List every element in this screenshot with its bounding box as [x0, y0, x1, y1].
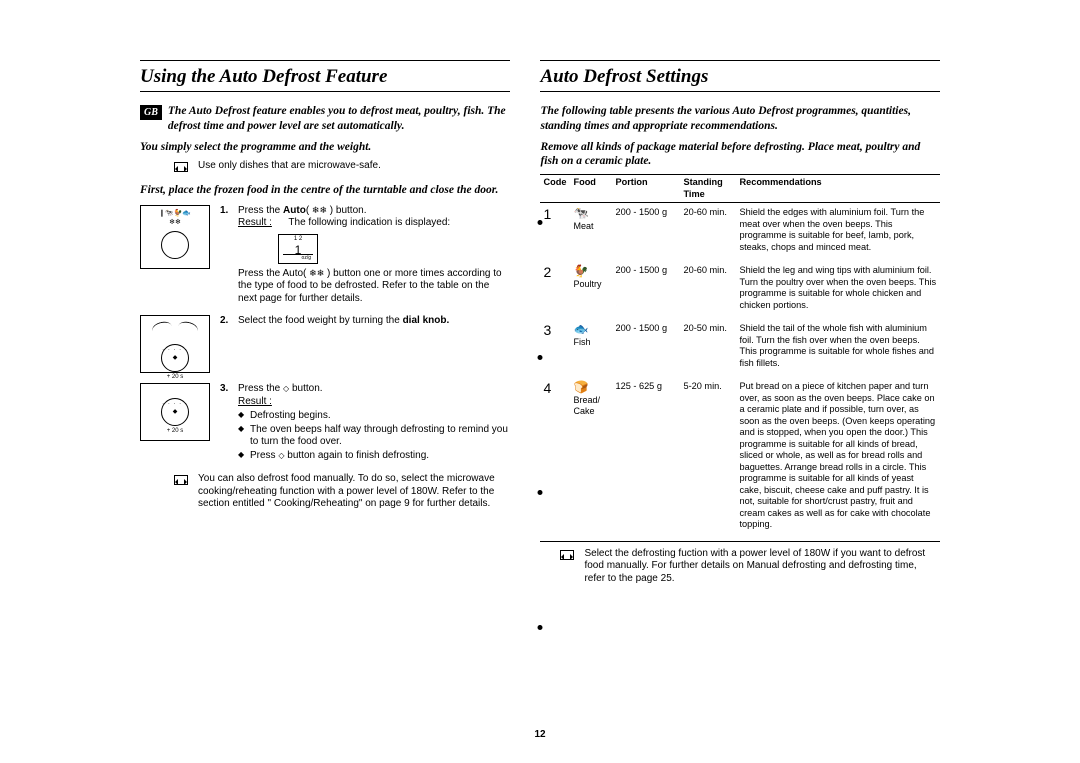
right-intro: The following table presents the various… — [540, 104, 940, 134]
result-label: Result : — [238, 217, 272, 228]
note-icon — [174, 162, 188, 172]
illus-1: ❙🐄🐓🐟❄❄ — [140, 205, 220, 306]
result-label-3: Result : — [238, 396, 272, 407]
disp-top: 1 2 — [279, 236, 317, 244]
th-standing: Standing Time — [680, 175, 736, 203]
t: button again to finish defrosting. — [285, 450, 430, 461]
step3-bullets: Defrosting begins. The oven beeps half w… — [238, 410, 510, 462]
th-portion: Portion — [612, 175, 680, 203]
table-header-row: Code Food Portion Standing Time Recommen… — [540, 175, 940, 203]
first-para: First, place the frozen food in the cent… — [140, 183, 510, 197]
table-row: 2 🐓 Poultry 200 - 1500 g 20-60 min. Shiel… — [540, 261, 940, 319]
bullet-3: Press ◇ button again to finish defrostin… — [238, 450, 510, 463]
fish-icon: 🐟 — [573, 323, 588, 335]
table-row: 1 🐄 Meat 200 - 1500 g 20-60 min. Shield t… — [540, 203, 940, 262]
t: Press the — [238, 205, 283, 216]
step-1-num: 1. — [220, 205, 238, 306]
table-row: 4 🍞 Bread/ Cake 125 - 625 g 5-20 min. Put… — [540, 377, 940, 539]
meat-icon: 🐄 — [573, 207, 588, 219]
bullet-1: Defrosting begins. — [238, 410, 510, 423]
result-text: The following indication is displayed: — [288, 217, 450, 228]
dial-label-2: + 20 s — [141, 428, 209, 436]
poultry-icon: 🐓 — [573, 265, 588, 277]
defrost-icon: ❄❄ — [309, 268, 324, 278]
portion: 125 - 625 g — [612, 377, 680, 539]
t: Select the food weight by turning the — [238, 315, 403, 326]
code-2: 2 — [543, 264, 551, 280]
code-4: 4 — [543, 380, 551, 396]
note-2: You can also defrost food manually. To d… — [174, 473, 510, 511]
gb-badge: GB — [140, 105, 162, 120]
dial-label: + 20 s — [141, 374, 209, 382]
right-title: Auto Defrost Settings — [540, 65, 940, 89]
right-column: Auto Defrost Settings The following tabl… — [540, 60, 940, 585]
illus-2: · · · · ·◆ + 20 s — [140, 315, 220, 373]
steps-grid: ❙🐄🐓🐟❄❄ 1. Press the Auto( ❄❄ ) button. R… — [140, 205, 510, 464]
note-1: Use only dishes that are microwave-safe. — [174, 160, 510, 173]
th-code: Code — [540, 175, 570, 203]
t: Press — [250, 450, 278, 461]
food-label: Fish — [573, 337, 590, 347]
portion: 200 - 1500 g — [612, 203, 680, 262]
binding-holes — [538, 220, 543, 630]
defrost-icon: ❄❄ — [312, 205, 327, 215]
note1-text: Use only dishes that are microwave-safe. — [198, 160, 381, 173]
bullet-2: The oven beeps half way through defrosti… — [238, 424, 510, 449]
note2-text: You can also defrost food manually. To d… — [198, 473, 510, 511]
auto-label: Auto — [283, 205, 306, 216]
intro-text: The Auto Defrost feature enables you to … — [168, 105, 506, 132]
food-label: Meat — [573, 221, 593, 231]
standing: 20-60 min. — [680, 203, 736, 262]
step-3-body: Press the ◇ button. Result : Defrosting … — [238, 383, 510, 463]
step-3-num: 3. — [220, 383, 238, 463]
food-label: Bread/ Cake — [573, 395, 600, 417]
code-3: 3 — [543, 322, 551, 338]
rec: Put bread on a piece of kitchen paper an… — [736, 377, 940, 539]
left-column: Using the Auto Defrost Feature GB The Au… — [140, 60, 510, 585]
th-food: Food — [570, 175, 612, 203]
portion: 200 - 1500 g — [612, 261, 680, 319]
left-title: Using the Auto Defrost Feature — [140, 65, 510, 89]
t: button. — [289, 383, 322, 394]
note-icon — [174, 475, 188, 485]
th-rec: Recommendations — [736, 175, 940, 203]
portion: 200 - 1500 g — [612, 319, 680, 377]
t: ) button. — [327, 205, 366, 216]
footnote-text: Select the defrosting fuction with a pow… — [584, 548, 940, 586]
step-1-body: Press the Auto( ❄❄ ) button. Result : Th… — [238, 205, 510, 306]
dial-knob: dial knob. — [403, 315, 450, 326]
illus-3: · · · · ·◆ + 20 s — [140, 383, 220, 463]
t: Press the Auto( — [238, 268, 309, 279]
step-2-num: 2. — [220, 315, 238, 373]
right-footnote: Select the defrosting fuction with a pow… — [560, 548, 940, 586]
left-intro: GB The Auto Defrost feature enables you … — [140, 104, 510, 134]
bread-icon: 🍞 — [573, 381, 588, 393]
manual-page: Using the Auto Defrost Feature GB The Au… — [140, 60, 940, 585]
note-icon — [560, 550, 574, 560]
left-subintro: You simply select the programme and the … — [140, 140, 510, 154]
rec: Shield the tail of the whole fish with a… — [736, 319, 940, 377]
code-1: 1 — [543, 206, 551, 222]
step-2-body: Select the food weight by turning the di… — [238, 315, 510, 373]
standing: 20-50 min. — [680, 319, 736, 377]
disp-unit: oz/g — [283, 254, 313, 261]
page-number: 12 — [534, 729, 545, 742]
standing: 5-20 min. — [680, 377, 736, 539]
t: Press the — [238, 383, 283, 394]
table-row: 3 🐟 Fish 200 - 1500 g 20-50 min. Shield t… — [540, 319, 940, 377]
food-label: Poultry — [573, 279, 601, 289]
rec: Shield the leg and wing tips with alumin… — [736, 261, 940, 319]
rec: Shield the edges with aluminium foil. Tu… — [736, 203, 940, 262]
right-subintro: Remove all kinds of package material bef… — [540, 140, 940, 169]
defrost-table: Code Food Portion Standing Time Recommen… — [540, 174, 940, 539]
standing: 20-60 min. — [680, 261, 736, 319]
display-indicator: 1 2 1 oz/g — [278, 234, 318, 264]
